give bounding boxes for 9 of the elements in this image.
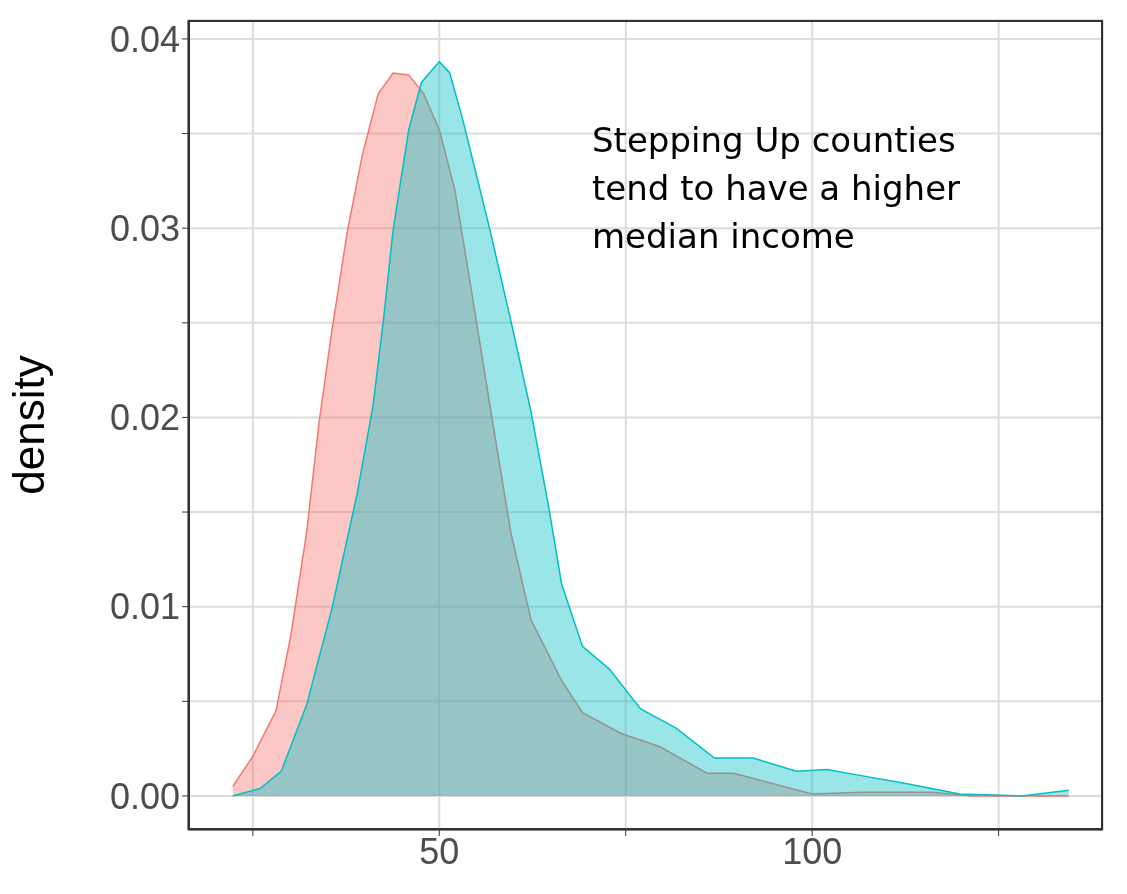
y-axis-title: density (3, 355, 53, 495)
x-tick-label: 100 (782, 830, 843, 872)
y-tick-label: 0.00 (109, 775, 180, 817)
y-tick-label: 0.03 (109, 207, 180, 249)
x-tick-label: 50 (419, 830, 460, 872)
annotation: Stepping Up counties tend to have a higher median income (592, 119, 962, 258)
y-tick-label: 0.04 (109, 18, 180, 60)
y-tick-label: 0.02 (109, 397, 180, 439)
y-tick-label: 0.01 (109, 586, 180, 628)
